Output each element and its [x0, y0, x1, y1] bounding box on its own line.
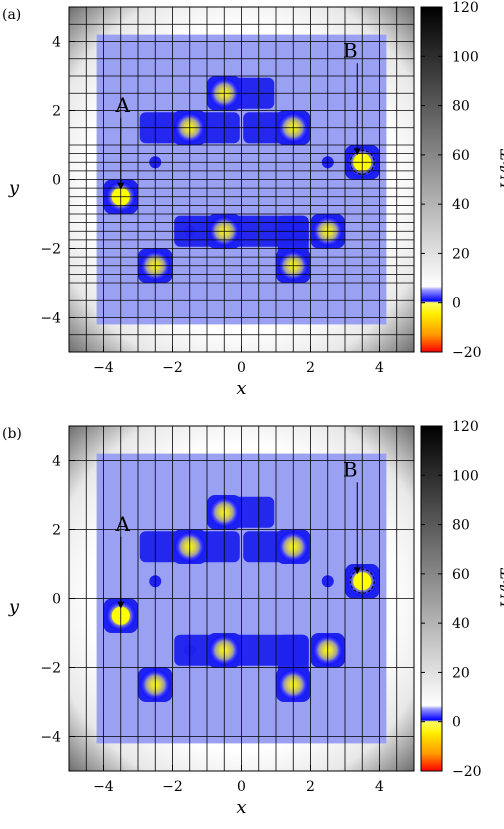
- y-tick-label: −4: [40, 311, 61, 327]
- x-tick-label: −4: [93, 360, 114, 376]
- y-tick-label: 2: [52, 523, 61, 539]
- colorbar-tick-label: 120: [452, 0, 479, 16]
- point-arrowhead: [353, 148, 361, 156]
- point-arrowhead: [117, 182, 125, 190]
- colorbar-tick-label: 120: [452, 419, 479, 435]
- colorbar-tick-label: 100: [452, 468, 479, 484]
- y-tick-label: 4: [52, 454, 61, 470]
- point-arrowhead: [353, 567, 361, 575]
- colorbar-tick-label: 80: [452, 518, 470, 534]
- x-tick-label: 4: [375, 779, 384, 795]
- x-axis-label: x: [236, 378, 246, 399]
- y-axis-label: y: [8, 597, 20, 618]
- x-axis-label: x: [236, 797, 246, 818]
- colorbar-tick-label: 20: [452, 246, 470, 262]
- x-tick-label: 2: [306, 779, 315, 795]
- point-label-a: A: [115, 93, 131, 117]
- colorbar-tick-label: 60: [452, 148, 470, 164]
- point-label-b: B: [343, 38, 358, 62]
- panel-b: AB−4 −2 0 2 4−4−2024xy(b)−20020406080100120U…: [2, 419, 504, 818]
- y-tick-label: −2: [40, 242, 61, 258]
- y-tick-label: 4: [52, 35, 61, 51]
- x-tick-label: 4: [375, 360, 384, 376]
- panel-label: (b): [2, 426, 22, 442]
- y-tick-label: 2: [52, 104, 61, 120]
- point-label-a: A: [115, 512, 131, 536]
- y-tick-label: 0: [52, 173, 61, 189]
- y-tick-label: 0: [52, 592, 61, 608]
- colorbar-tick-label: 80: [452, 99, 470, 115]
- x-tick-label: −2: [162, 360, 183, 376]
- point-arrowhead: [117, 601, 125, 609]
- x-tick-label: 2: [306, 360, 315, 376]
- colorbar-tick-label: −20: [452, 764, 482, 780]
- grid: [69, 7, 414, 352]
- colorbar-tick-label: 20: [452, 665, 470, 681]
- colorbar-label: U/kT: [497, 149, 504, 190]
- colorbar-label: U/kT: [497, 568, 504, 609]
- panel-label: (a): [2, 7, 21, 23]
- y-tick-label: −4: [40, 730, 61, 746]
- colorbar-tick-label: 0: [452, 715, 461, 731]
- colorbar: [420, 6, 443, 353]
- y-axis-label: y: [8, 178, 20, 199]
- y-tick-label: −2: [40, 661, 61, 677]
- colorbar-tick-label: 40: [452, 616, 470, 632]
- colorbar-tick-label: −20: [452, 345, 482, 361]
- colorbar: [420, 425, 443, 772]
- x-tick-label: 0: [237, 779, 246, 795]
- point-label-b: B: [343, 457, 358, 481]
- panel-a: AB−4 −2 0 2 4−4−2024xy(a)−20020406080100120U…: [2, 0, 504, 399]
- x-tick-label: −2: [162, 779, 183, 795]
- colorbar-tick-label: 40: [452, 197, 470, 213]
- colorbar-tick-label: 0: [452, 296, 461, 312]
- x-tick-label: 0: [237, 360, 246, 376]
- grid: [69, 426, 414, 771]
- x-tick-label: −4: [93, 779, 114, 795]
- colorbar-tick-label: 100: [452, 49, 479, 65]
- colorbar-tick-label: 60: [452, 567, 470, 583]
